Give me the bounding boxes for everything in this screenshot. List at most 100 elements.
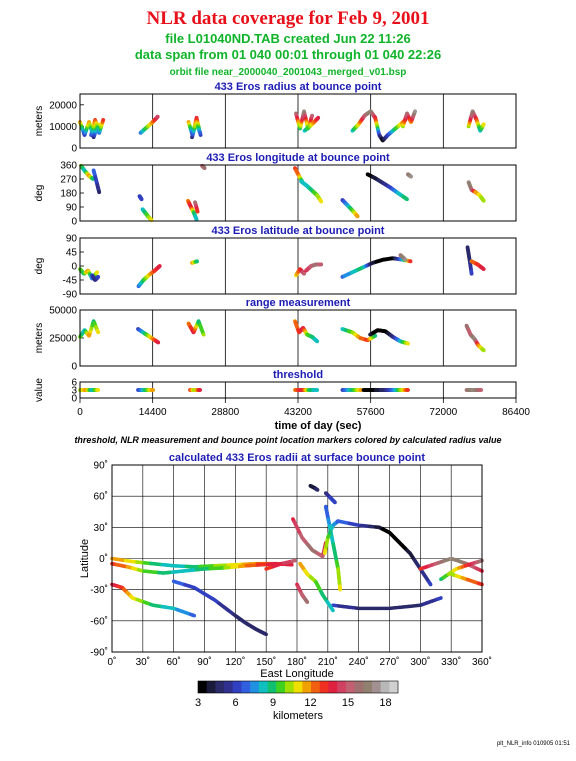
map-xtick-label: 300˚ — [410, 656, 430, 668]
panel-title-threshold: threshold — [273, 369, 323, 381]
data-point — [310, 113, 315, 118]
map-xtick-label: 330˚ — [441, 656, 461, 668]
panel-title-longitude: 433 Eros longitude at bounce point — [206, 152, 390, 164]
series-radius-8 — [373, 115, 408, 143]
series-longitude-8 — [299, 179, 324, 204]
map-xlabel: East Longitude — [260, 668, 333, 680]
series-longitude-10 — [365, 172, 409, 202]
data-point — [319, 262, 324, 267]
data-point — [408, 259, 413, 264]
panel-ylabel-latitude: deg — [34, 258, 45, 275]
data-point — [157, 264, 162, 268]
colorbar-swatch — [250, 681, 260, 693]
series-latitude-6 — [340, 256, 413, 279]
series-radius-1 — [89, 118, 106, 137]
colorbar-swatch — [319, 681, 329, 693]
series-longitude-11 — [406, 172, 413, 179]
panel-ytick-label: 0 — [71, 217, 77, 228]
colorbar-swatch — [276, 681, 286, 693]
map-track-12 — [298, 561, 335, 613]
panel-ytick-label: 50000 — [49, 306, 77, 317]
series-threshold-0 — [78, 388, 101, 392]
series-range-4 — [340, 327, 378, 343]
colorbar-tick-label: 15 — [342, 697, 354, 709]
series-radius-7 — [350, 109, 378, 133]
series-latitude-7 — [398, 253, 408, 262]
panel-ytick-label: 270 — [60, 175, 77, 186]
series-threshold-6 — [464, 388, 484, 392]
panel-ytick-label: -45 — [63, 276, 78, 287]
file-info: file L01040ND.TAB created Jun 22 11:26 — [165, 31, 410, 46]
series-radius-10 — [466, 109, 486, 133]
panel-range: range measurement meters 0 25000 50000 — [34, 297, 517, 373]
series-latitude-9 — [469, 259, 486, 272]
colorbar-tick-label: 9 — [270, 697, 276, 709]
map-track-11 — [331, 596, 443, 611]
data-point — [355, 214, 360, 219]
map-xtick-label: 360˚ — [472, 656, 492, 668]
map-track-5 — [291, 517, 328, 559]
series-radius-2 — [138, 114, 160, 135]
map-ylabel: Latitude — [79, 539, 91, 578]
series-longitude-3 — [140, 207, 154, 223]
data-point — [302, 271, 306, 276]
panel-ylabel-longitude: deg — [34, 185, 45, 202]
panel-ytick-label: 180 — [60, 189, 77, 200]
data-point — [315, 339, 320, 344]
data-point — [194, 217, 199, 222]
series-longitude-5 — [193, 200, 200, 214]
map-point — [428, 582, 433, 587]
time-series-panels: 433 Eros radius at bounce point meters 0 10… — [34, 81, 517, 405]
caption: threshold, NLR measurement and bounce po… — [74, 435, 501, 445]
panel-frame-radius — [79, 93, 517, 149]
map-track-7 — [323, 491, 337, 505]
data-point — [95, 270, 100, 275]
series-latitude-2 — [136, 264, 162, 289]
map-point — [338, 587, 342, 592]
data-span: data span from 01 040 00:01 through 01 0… — [135, 47, 441, 62]
panel-ylabel-threshold: value — [34, 378, 45, 402]
data-point — [149, 218, 154, 223]
colorbar-swatch — [198, 681, 208, 693]
map-xtick-label: 60˚ — [166, 656, 180, 668]
time-tick-label: 28800 — [211, 407, 239, 418]
time-tick-label: 72000 — [429, 407, 457, 418]
map-xtick-label: 210˚ — [318, 656, 338, 668]
colorbar-tick-label: 12 — [304, 697, 316, 709]
map-panel: calculated 433 Eros radii at surface bou… — [79, 452, 492, 680]
data-point — [202, 166, 207, 171]
data-point — [198, 388, 203, 392]
map-point — [293, 558, 297, 563]
map-point — [264, 632, 268, 637]
series-radius-4 — [190, 120, 203, 140]
panel-title-range: range measurement — [246, 297, 351, 309]
panel-ytick-label: 0 — [71, 262, 77, 273]
time-tick-label: 14400 — [139, 407, 167, 418]
map-ytick-label: -60˚ — [90, 615, 108, 627]
series-latitude-4 — [294, 267, 306, 278]
colorbar-swatch — [311, 681, 321, 693]
panel-frame-latitude — [79, 237, 517, 295]
map-ytick-label: 30˚ — [94, 522, 108, 534]
map-point — [290, 562, 294, 567]
panel-frame-longitude — [79, 164, 517, 222]
series-threshold-5 — [361, 388, 410, 392]
data-point — [481, 122, 486, 127]
colorbar-swatch — [337, 681, 347, 693]
data-point — [155, 114, 160, 119]
map-track-1 — [110, 561, 279, 575]
data-point — [101, 118, 106, 122]
data-point — [195, 259, 199, 264]
series-threshold-4 — [340, 388, 365, 392]
data-point — [413, 109, 417, 114]
series-range-3 — [293, 319, 320, 344]
map-point — [331, 608, 335, 613]
data-point — [315, 388, 320, 392]
colorbar-swatch — [363, 681, 373, 693]
data-point — [96, 330, 101, 335]
data-point — [201, 332, 206, 337]
series-threshold-1 — [136, 388, 156, 392]
map-xtick-label: 90˚ — [197, 656, 211, 668]
panel-ytick-label: 20000 — [49, 100, 77, 111]
data-point — [195, 209, 200, 214]
